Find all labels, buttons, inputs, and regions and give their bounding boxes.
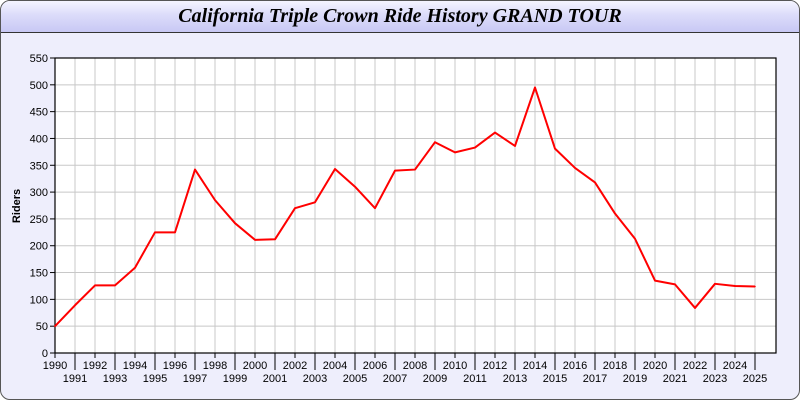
title-bar: California Triple Crown Ride History GRA… (1, 1, 799, 33)
y-tick-label: 250 (30, 214, 48, 226)
x-tick-label: 1995 (143, 373, 167, 385)
data-point (154, 231, 156, 234)
x-tick-label: 2004 (323, 360, 347, 372)
x-tick-label: 2009 (423, 373, 447, 385)
data-point (134, 266, 136, 269)
x-tick-label: 2018 (603, 360, 627, 372)
x-tick-label: 2001 (263, 373, 287, 385)
data-point (274, 238, 276, 241)
y-tick-label: 550 (30, 53, 48, 65)
x-tick-label: 2021 (663, 373, 687, 385)
x-tick-label: 2017 (583, 373, 607, 385)
x-tick-label: 2000 (243, 360, 267, 372)
x-tick-label: 1991 (63, 373, 87, 385)
x-tick-label: 1990 (43, 360, 67, 372)
x-tick-label: 1997 (183, 373, 207, 385)
data-point (674, 283, 676, 286)
x-tick-label: 2008 (403, 360, 427, 372)
x-tick-label: 2013 (503, 373, 527, 385)
data-point (94, 284, 96, 287)
x-tick-label: 2010 (443, 360, 467, 372)
data-point (594, 181, 596, 184)
data-point (634, 237, 636, 240)
data-point (474, 146, 476, 149)
x-tick-label: 2020 (643, 360, 667, 372)
x-tick-label: 2025 (743, 373, 767, 385)
y-tick-label: 200 (30, 241, 48, 253)
x-tick-label: 1996 (163, 360, 187, 372)
data-point (414, 168, 416, 171)
data-point (234, 222, 236, 224)
data-point (194, 168, 196, 171)
data-point (494, 131, 496, 134)
x-tick-label: 2002 (283, 360, 307, 372)
x-tick-label: 1998 (203, 360, 227, 372)
y-tick-label: 500 (30, 80, 48, 92)
data-point (554, 147, 556, 150)
y-tick-label: 450 (30, 107, 48, 119)
x-tick-label: 2016 (563, 360, 587, 372)
data-point (174, 231, 176, 234)
x-tick-label: 2006 (363, 360, 387, 372)
x-tick-label: 2015 (543, 373, 567, 385)
riders-line (54, 86, 756, 327)
x-tick-label: 2024 (723, 360, 747, 372)
data-point (354, 185, 356, 188)
y-axis-label: Riders (11, 189, 23, 223)
y-tick-label: 400 (30, 133, 48, 145)
data-point (334, 168, 336, 170)
y-tick-label: 50 (36, 321, 48, 333)
x-tick-label: 1993 (103, 373, 127, 385)
x-tick-label: 1994 (123, 360, 147, 372)
data-point (394, 169, 396, 172)
data-point (534, 86, 536, 89)
data-point (434, 141, 436, 144)
x-tick-label: 2014 (523, 360, 547, 372)
y-tick-label: 0 (42, 348, 48, 360)
x-tick-label: 2023 (703, 373, 727, 385)
x-tick-label: 2022 (683, 360, 707, 372)
data-point (734, 285, 736, 287)
y-tick-label: 350 (30, 160, 48, 172)
data-point (574, 167, 576, 169)
x-tick-label: 2011 (463, 373, 487, 385)
x-tick-label: 1992 (83, 360, 107, 372)
data-point (714, 283, 716, 285)
y-tick-label: 150 (30, 268, 48, 280)
y-tick-label: 100 (30, 294, 48, 306)
data-point (374, 207, 376, 209)
data-point (614, 212, 616, 215)
data-point (654, 279, 656, 282)
y-tick-label: 300 (30, 187, 48, 199)
data-point (254, 239, 256, 241)
chart-title: California Triple Crown Ride History GRA… (178, 5, 622, 27)
data-point (314, 201, 316, 204)
data-point (694, 307, 696, 309)
x-tick-label: 2012 (483, 360, 507, 372)
data-point (514, 145, 516, 147)
plot-border (54, 57, 777, 354)
data-point (54, 325, 56, 327)
x-tick-label: 1999 (223, 373, 247, 385)
data-point (114, 284, 116, 287)
data-point (294, 207, 296, 209)
x-tick-label: 2005 (343, 373, 367, 385)
x-tick-label: 2019 (623, 373, 647, 385)
data-point (214, 199, 216, 201)
data-point (754, 285, 756, 288)
data-point (454, 151, 456, 154)
data-point (74, 304, 76, 307)
x-tick-label: 2003 (303, 373, 327, 385)
x-tick-label: 2007 (383, 373, 407, 385)
